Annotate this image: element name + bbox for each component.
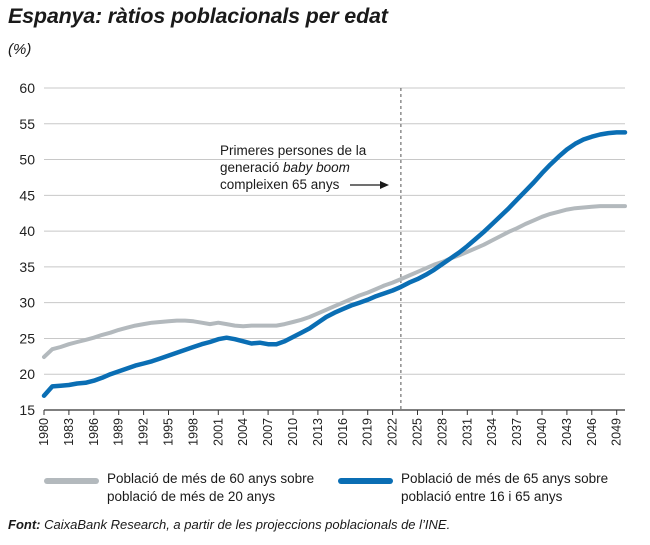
y-axis-ticks: 15 20 25 30 35 40 45 50 55 60 [19, 80, 35, 418]
x-tick-label: 2007 [261, 418, 275, 446]
x-tick-label: 2031 [460, 418, 474, 446]
annotation-arrow-head [380, 181, 389, 189]
x-tick-label: 2016 [336, 418, 350, 446]
y-tick-label: 15 [19, 402, 35, 418]
annotation: Primeres persones de la generació baby b… [220, 143, 389, 192]
annotation-line-1: Primeres persones de la [220, 143, 367, 158]
annotation-line-3: compleixen 65 anys [220, 177, 340, 192]
x-tick-label: 1998 [186, 418, 200, 446]
y-tick-label: 35 [19, 259, 35, 275]
x-tick-label: 2004 [236, 418, 250, 446]
x-tick-label: 2040 [535, 418, 549, 446]
legend-swatch-gray [44, 478, 99, 484]
legend-swatch-blue [338, 478, 393, 484]
chart-title: Espanya: ràtios poblacionals per edat [8, 4, 388, 28]
source-text: CaixaBank Research, a partir de les proj… [40, 517, 451, 532]
source-label: Font: [8, 517, 41, 532]
x-tick-label: 2022 [386, 418, 400, 446]
x-tick-label: 2049 [610, 418, 624, 446]
y-tick-label: 50 [19, 152, 35, 168]
x-axis-ticks: 1980 1983 1986 1989 1992 1995 1998 2001 2004 2007… [37, 410, 624, 446]
x-tick-label: 2034 [485, 418, 499, 446]
x-tick-label: 2025 [411, 418, 425, 446]
x-tick-label: 2037 [510, 418, 524, 446]
legend-item-blue: Població de més de 65 anys sobre poblaci… [338, 470, 608, 506]
x-tick-label: 2046 [585, 418, 599, 446]
series-line-blue [41, 130, 628, 398]
x-tick-label: 1980 [37, 418, 51, 446]
legend-label-blue-line-1: Població de més de 65 anys sobre [401, 471, 609, 486]
y-axis-unit: (%) [8, 41, 32, 58]
x-tick-label: 2019 [361, 418, 375, 446]
x-tick-label: 2028 [435, 418, 449, 446]
y-tick-label: 30 [19, 295, 35, 311]
x-tick-label: 1983 [62, 418, 76, 446]
x-tick-label: 1986 [87, 418, 101, 446]
x-tick-label: 2010 [286, 418, 300, 446]
y-tick-label: 60 [19, 80, 35, 96]
x-tick-label: 2043 [560, 418, 574, 446]
x-tick-label: 1995 [162, 418, 176, 446]
series-lines [41, 130, 628, 398]
x-tick-label: 2001 [211, 418, 225, 446]
x-tick-label: 1989 [112, 418, 126, 446]
y-tick-label: 20 [19, 366, 35, 382]
annotation-line-2-pre: generació [220, 160, 283, 175]
grid [44, 87, 625, 411]
legend-label-blue-line-2: població entre 16 i 65 anys [401, 489, 563, 504]
x-tick-label: 2013 [311, 418, 325, 446]
y-tick-label: 45 [19, 187, 35, 203]
annotation-line-2-italic: baby boom [283, 160, 350, 175]
series-line-gray [42, 204, 627, 359]
y-tick-label: 55 [19, 116, 35, 132]
y-tick-label: 25 [19, 330, 35, 346]
legend-item-gray: Població de més de 60 anys sobre poblaci… [44, 470, 314, 506]
y-tick-label: 40 [19, 223, 35, 239]
annotation-line-2: generació baby boom [220, 160, 350, 175]
legend-label-gray-line-1: Població de més de 60 anys sobre [107, 471, 315, 486]
source-note: Font: CaixaBank Research, a partir de le… [8, 517, 450, 532]
legend-label-gray-line-2: població de més de 20 anys [107, 489, 276, 504]
x-tick-label: 1992 [137, 418, 151, 446]
